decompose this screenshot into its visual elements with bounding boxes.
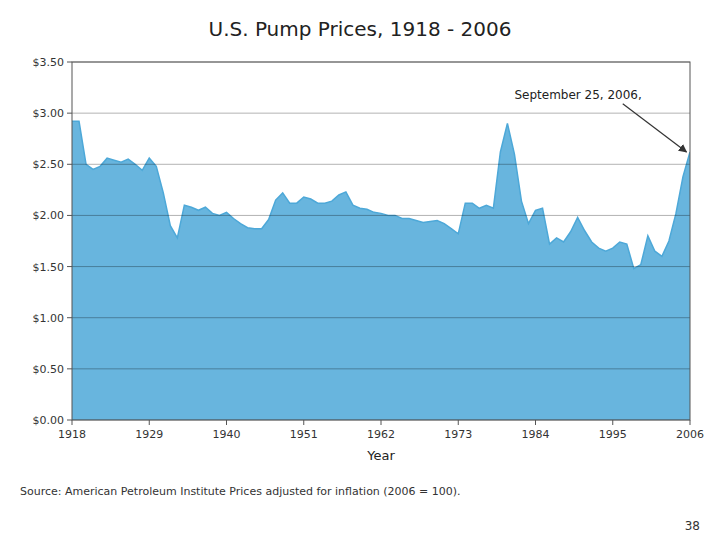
y-tick-label: $2.00 <box>33 209 65 222</box>
x-tick <box>226 420 227 425</box>
x-tick <box>690 420 691 425</box>
grid-line <box>72 215 690 216</box>
grid-line <box>72 113 690 114</box>
x-tick <box>149 420 150 425</box>
x-tick <box>612 420 613 425</box>
x-tick-label: 1962 <box>367 428 395 441</box>
y-tick <box>67 368 72 369</box>
line <box>72 121 690 268</box>
x-tick-label: 1984 <box>522 428 550 441</box>
annotation-arrow <box>623 104 687 152</box>
y-tick-label: $0.00 <box>33 414 65 427</box>
plot-frame <box>72 62 690 420</box>
grid-line <box>72 317 690 318</box>
y-tick <box>67 317 72 318</box>
y-tick <box>67 420 72 421</box>
x-tick-label: 2006 <box>676 428 704 441</box>
y-tick <box>67 266 72 267</box>
x-tick <box>381 420 382 425</box>
x-tick <box>72 420 73 425</box>
x-tick <box>303 420 304 425</box>
x-tick-label: 1918 <box>58 428 86 441</box>
plot-area <box>72 121 690 420</box>
y-tick-label: $3.00 <box>33 107 65 120</box>
x-tick-label: 1940 <box>213 428 241 441</box>
x-axis-label: Year <box>366 448 395 463</box>
grid-line <box>72 368 690 369</box>
y-tick-label: $3.50 <box>33 56 65 69</box>
y-tick <box>67 113 72 114</box>
x-tick-label: 1995 <box>599 428 627 441</box>
x-tick-label: 1973 <box>444 428 472 441</box>
grid-line <box>72 266 690 267</box>
annotation: September 25, 2006, <box>514 88 641 102</box>
y-tick <box>67 215 72 216</box>
y-tick-label: $2.50 <box>33 158 65 171</box>
y-tick-label: $1.50 <box>33 261 65 274</box>
area <box>72 121 690 420</box>
x-tick <box>458 420 459 425</box>
page-number: 38 <box>685 519 700 533</box>
y-tick <box>67 62 72 63</box>
y-tick-label: $0.50 <box>33 363 65 376</box>
title: U.S. Pump Prices, 1918 - 2006 <box>209 17 512 41</box>
x-tick-label: 1929 <box>135 428 163 441</box>
x-tick <box>535 420 536 425</box>
y-tick-label: $1.00 <box>33 312 65 325</box>
y-tick <box>67 164 72 165</box>
x-tick-label: 1951 <box>290 428 318 441</box>
grid-line <box>72 164 690 165</box>
source: Source: American Petroleum Institute Pri… <box>20 485 461 498</box>
chart: U.S. Pump Prices, 1918 - 2006 $0.00 $0.50 $… <box>0 0 720 540</box>
